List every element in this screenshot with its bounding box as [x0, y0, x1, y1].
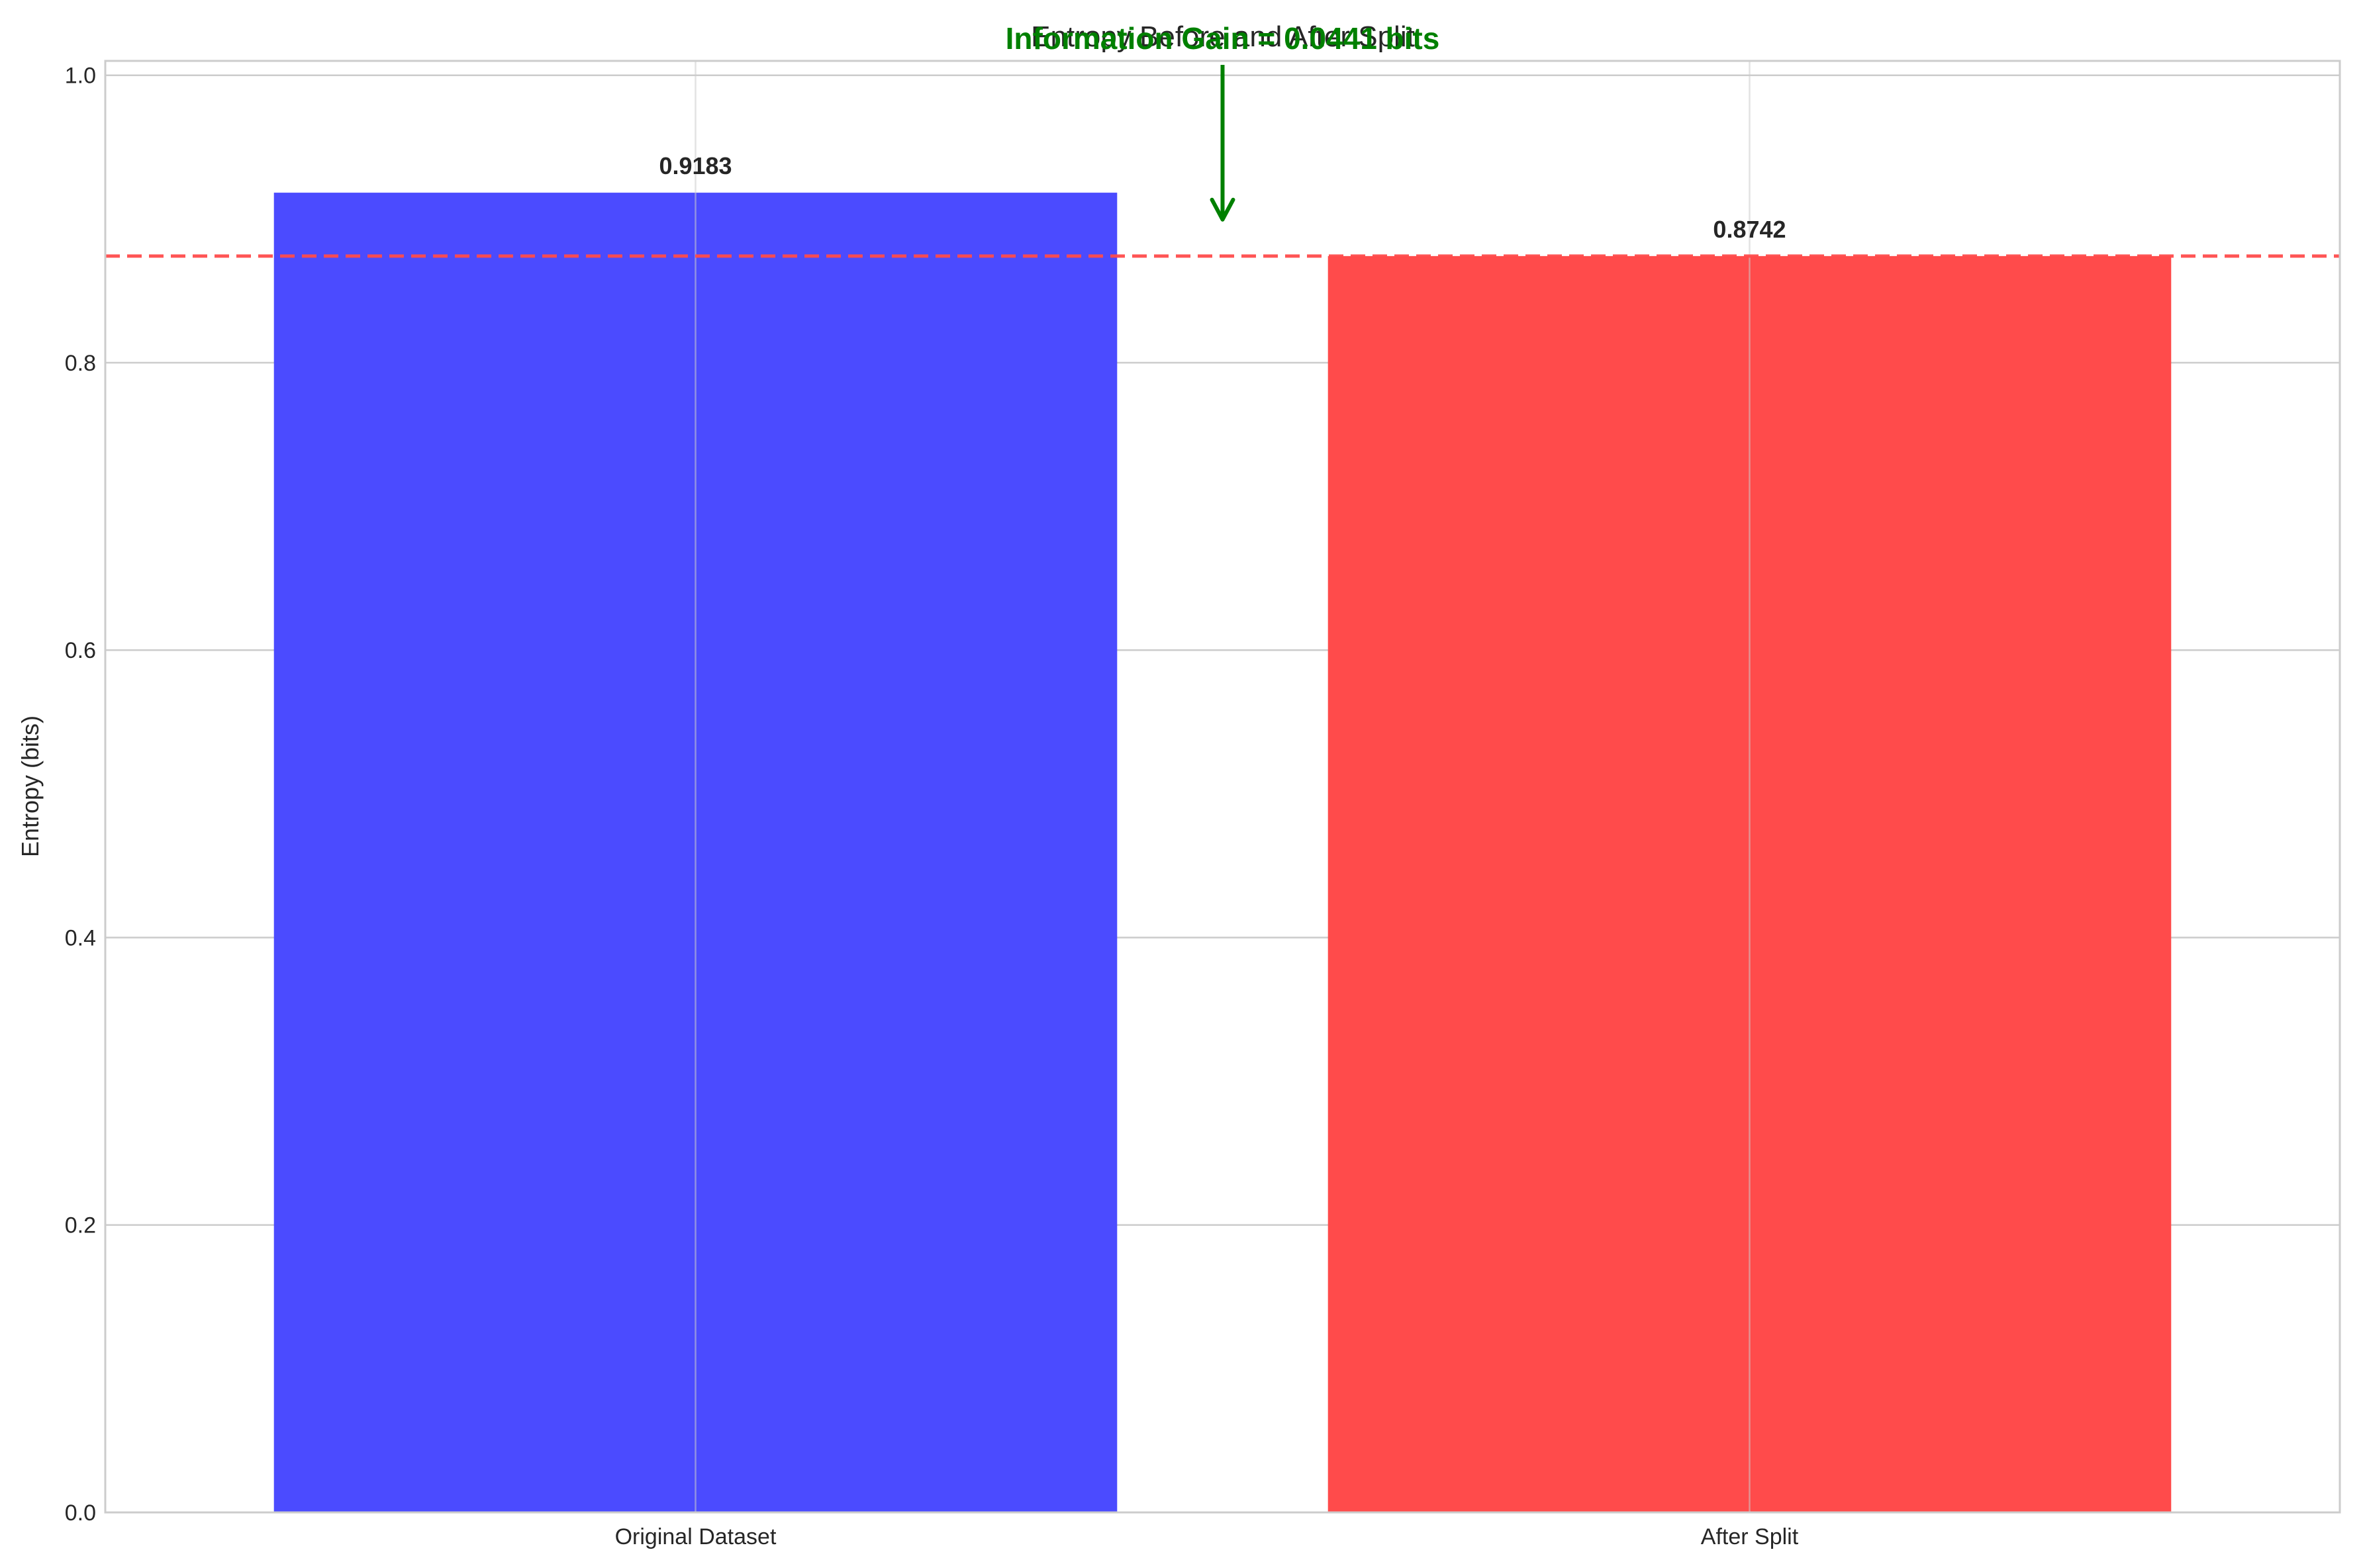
plot-frame — [104, 60, 2341, 1514]
ticks-layer: 0.0 0.2 0.4 0.6 0.8 1.0 Original Dataset 0.9183… — [65, 64, 1799, 1549]
annotation-layer: Information Gain = 0.0441 bits — [1006, 21, 1440, 222]
bar-value-label: 0.9183 — [659, 152, 732, 179]
y-tick-label: 1.0 — [65, 64, 96, 89]
y-tick-label: 0.0 — [65, 1500, 96, 1526]
chart-title: Entropy Before and After Split — [1031, 21, 1415, 53]
y-axis-label: Entropy (bits) — [17, 715, 44, 857]
y-tick-label: 0.4 — [65, 925, 96, 950]
x-tick-label: Original Dataset — [615, 1524, 777, 1549]
bar-value-label: 0.8742 — [1713, 216, 1786, 243]
y-tick-label: 0.8 — [65, 351, 96, 376]
annotation-text: Information Gain = 0.0441 bits — [1006, 21, 1440, 56]
y-tick-label: 0.2 — [65, 1213, 96, 1238]
overlay-layer — [105, 61, 2340, 1512]
x-tick-label: After Split — [1701, 1524, 1799, 1549]
y-tick-label: 0.6 — [65, 638, 96, 663]
annotation-arrow-head — [1210, 197, 1235, 222]
